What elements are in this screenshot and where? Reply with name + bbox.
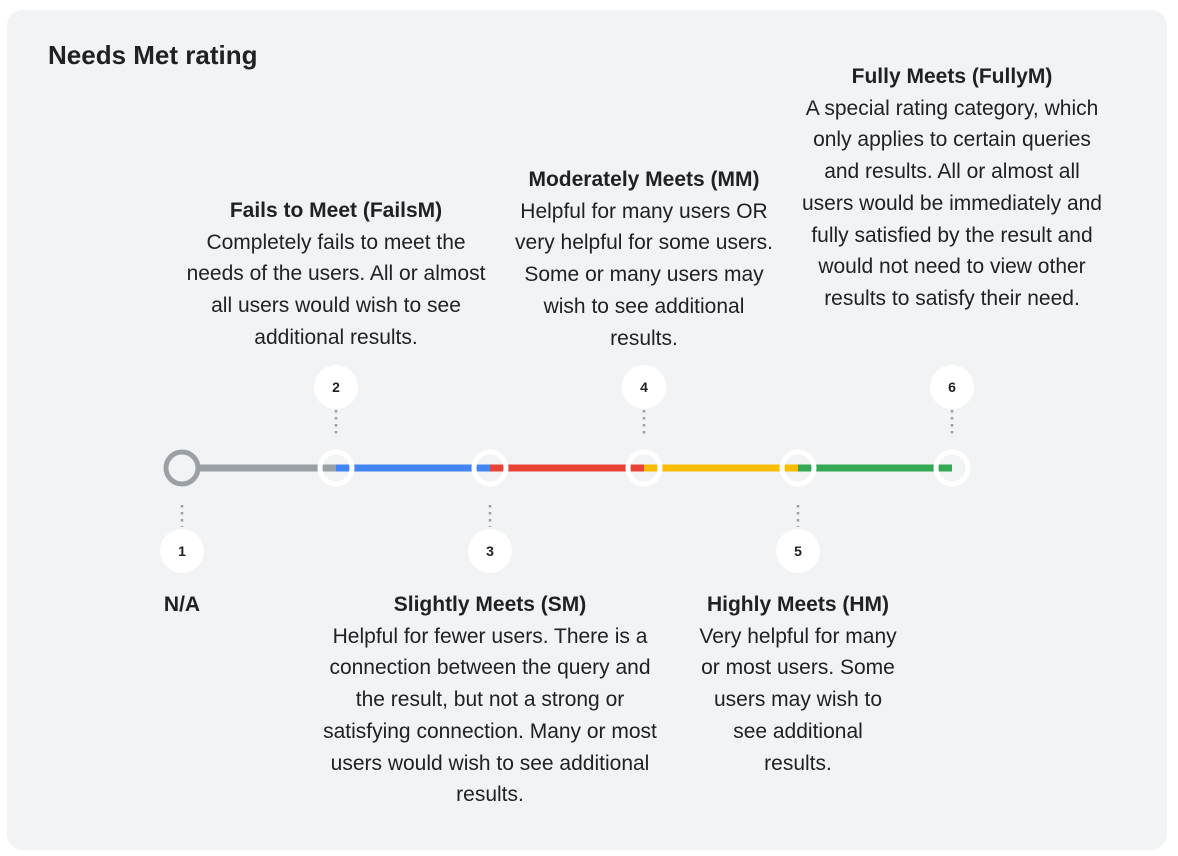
rating-hm-body: Very helpful for many or most users. Som… <box>699 624 897 775</box>
svg-text:4: 4 <box>640 379 648 395</box>
svg-text:2: 2 <box>332 379 340 395</box>
rating-fullym-body: A special rating category, which only ap… <box>802 96 1102 310</box>
rating-sm-heading: Slightly Meets (SM) <box>393 593 587 616</box>
rating-fullym-heading: Fully Meets (FullyM) <box>851 65 1053 88</box>
rating-sm: Slightly Meets (SM) Helpful for fewer us… <box>318 589 662 811</box>
rating-failsm-heading: Fails to Meet (FailsM) <box>229 199 443 222</box>
rating-failsm: Fails to Meet (FailsM) Completely fails … <box>176 195 496 354</box>
rating-failsm-body: Completely fails to meet the needs of th… <box>186 230 486 349</box>
node-ring-6 <box>933 449 971 487</box>
rating-mm: Moderately Meets (MM) Helpful for many u… <box>509 164 779 354</box>
node-ring-2 <box>317 449 355 487</box>
rating-mm-body: Helpful for many users OR very helpful f… <box>515 199 773 350</box>
svg-text:3: 3 <box>486 543 494 559</box>
badge-3: 3 <box>468 529 512 573</box>
node-ring-3 <box>471 449 509 487</box>
svg-text:6: 6 <box>948 379 956 395</box>
badge-4: 4 <box>622 365 666 409</box>
badge-1: 1 <box>160 529 204 573</box>
rating-na-heading: N/A <box>163 593 201 616</box>
badge-2: 2 <box>314 365 358 409</box>
rating-fullym: Fully Meets (FullyM) A special rating ca… <box>800 61 1104 315</box>
svg-text:1: 1 <box>178 543 186 559</box>
rating-sm-body: Helpful for fewer users. There is a conn… <box>323 624 657 807</box>
diagram-title: Needs Met rating <box>48 40 258 70</box>
badge-5: 5 <box>776 529 820 573</box>
rating-na: N/A <box>140 589 224 621</box>
node-ring-5 <box>779 449 817 487</box>
svg-text:5: 5 <box>794 543 802 559</box>
rating-hm: Highly Meets (HM) Very helpful for many … <box>698 589 898 779</box>
rating-mm-heading: Moderately Meets (MM) <box>528 168 760 191</box>
diagram-card <box>7 10 1167 850</box>
badge-6: 6 <box>930 365 974 409</box>
node-ring-1 <box>163 449 201 487</box>
rating-hm-heading: Highly Meets (HM) <box>706 593 889 616</box>
node-ring-4 <box>625 449 663 487</box>
